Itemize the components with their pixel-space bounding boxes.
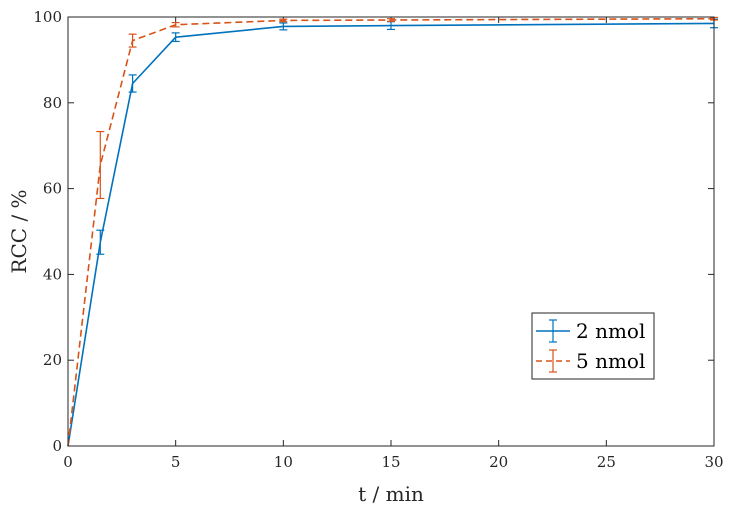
error-bar (387, 18, 395, 22)
legend-label: 5 nmol (576, 349, 645, 373)
y-tick-label: 80 (43, 94, 62, 112)
error-bar (171, 32, 180, 43)
x-tick-label: 0 (63, 453, 73, 471)
error-bar (279, 22, 288, 31)
y-tick-label: 100 (33, 8, 62, 26)
x-axis-ticks: 0 5 10 15 20 25 30 (63, 17, 724, 471)
y-axis-ticks: 0 20 40 60 80 100 (33, 8, 714, 455)
y-tick-label: 60 (43, 180, 62, 198)
x-tick-label: 10 (274, 453, 293, 471)
y-tick-label: 20 (43, 351, 62, 369)
error-bar (128, 74, 137, 93)
x-tick-label: 5 (171, 453, 181, 471)
y-tick-label: 0 (52, 437, 62, 455)
x-tick-label: 30 (704, 453, 723, 471)
series-line (67, 17, 715, 447)
series-1 (67, 18, 718, 447)
x-tick-label: 15 (381, 453, 400, 471)
plot-frame (67, 16, 715, 447)
x-axis-label: t / min (358, 482, 424, 506)
legend-item-2: 5 nmol (536, 349, 645, 373)
x-tick-label: 20 (489, 453, 508, 471)
legend-label: 2 nmol (576, 319, 645, 343)
legend-item-1: 2 nmol (536, 319, 645, 343)
y-axis-label: RCC / % (7, 189, 31, 273)
series-layer (67, 16, 718, 447)
x-tick-label: 25 (597, 453, 616, 471)
error-bar (171, 21, 180, 28)
series-2 (67, 16, 718, 447)
legend-box (531, 312, 655, 380)
error-bar (279, 18, 288, 23)
y-tick-label: 40 (43, 265, 62, 283)
error-bar (128, 33, 137, 48)
error-bar (96, 130, 105, 200)
series-line (67, 22, 715, 447)
legend: 2 nmol 5 nmol (531, 312, 655, 380)
error-bar (96, 229, 105, 255)
